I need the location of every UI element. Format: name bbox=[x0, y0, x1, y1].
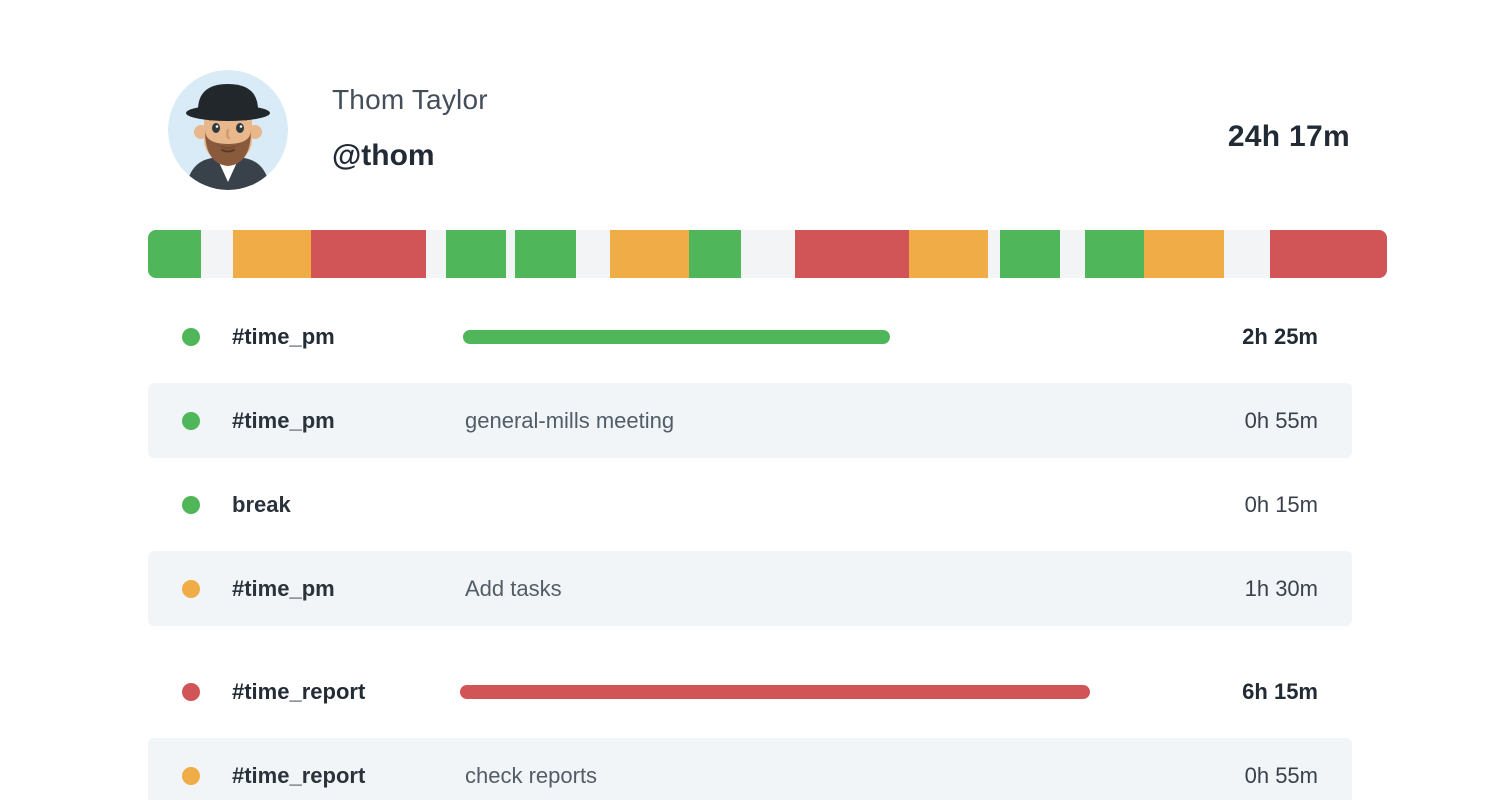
timeline-segment-orange[interactable] bbox=[233, 230, 311, 278]
timeline-segment-green[interactable] bbox=[689, 230, 741, 278]
status-dot bbox=[182, 579, 200, 598]
entry-row[interactable]: #time_pm Add tasks 1h 30m bbox=[148, 551, 1352, 626]
entry-description: check reports bbox=[465, 762, 598, 788]
channel-label: #time_pm bbox=[232, 407, 335, 433]
entry-description: general-mills meeting bbox=[465, 407, 675, 433]
status-dot bbox=[182, 766, 200, 785]
man-avatar-illustration bbox=[168, 70, 288, 190]
timeline-segment-orange[interactable] bbox=[1144, 230, 1224, 278]
duration-value: 0h 55m bbox=[1244, 762, 1318, 788]
status-dot bbox=[182, 495, 200, 514]
channel-label: break bbox=[232, 491, 291, 517]
duration-value: 2h 25m bbox=[1242, 323, 1318, 349]
channel-label: #time_report bbox=[232, 762, 366, 788]
timeline-segment-orange[interactable] bbox=[610, 230, 689, 278]
duration-value: 6h 15m bbox=[1242, 678, 1318, 704]
timeline-segment-green[interactable] bbox=[148, 230, 201, 278]
summary-row-time-pm[interactable]: #time_pm 2h 25m bbox=[148, 299, 1352, 374]
duration-bar bbox=[460, 684, 1090, 699]
entry-row[interactable]: #time_report check reports 0h 55m bbox=[148, 738, 1352, 800]
duration-value: 1h 30m bbox=[1244, 575, 1318, 601]
entry-description: Add tasks bbox=[465, 575, 562, 601]
duration-value: 0h 15m bbox=[1244, 491, 1318, 517]
timeline-segment-green[interactable] bbox=[1000, 230, 1060, 278]
timeline-bar bbox=[148, 230, 1387, 278]
timeline-segment-green[interactable] bbox=[515, 230, 576, 278]
entry-row[interactable]: #time_pm general-mills meeting 0h 55m bbox=[148, 383, 1352, 458]
status-dot bbox=[182, 411, 200, 430]
duration-value: 0h 55m bbox=[1244, 407, 1318, 433]
timeline-segment-green[interactable] bbox=[446, 230, 506, 278]
status-dot bbox=[182, 682, 200, 701]
summary-row-time-report[interactable]: #time_report 6h 15m bbox=[148, 654, 1352, 729]
timeline-segment-red[interactable] bbox=[311, 230, 426, 278]
timeline-segment-green[interactable] bbox=[1085, 230, 1144, 278]
channel-label: #time_pm bbox=[232, 575, 335, 601]
time-entries-list: #time_pm 2h 25m #time_pm general-mills m… bbox=[148, 299, 1352, 800]
user-name: Thom Taylor bbox=[332, 84, 488, 115]
duration-bar bbox=[463, 329, 890, 344]
entry-row[interactable]: break 0h 15m bbox=[148, 467, 1352, 542]
timeline-segment-orange[interactable] bbox=[909, 230, 988, 278]
timeline-segment-red[interactable] bbox=[795, 230, 909, 278]
channel-label: #time_pm bbox=[232, 323, 335, 349]
user-handle: @thom bbox=[332, 139, 435, 172]
channel-label: #time_report bbox=[232, 678, 366, 704]
status-dot bbox=[182, 327, 200, 346]
timeline-segment-red[interactable] bbox=[1270, 230, 1387, 278]
total-time: 24h 17m bbox=[1227, 120, 1350, 153]
avatar bbox=[168, 70, 288, 190]
